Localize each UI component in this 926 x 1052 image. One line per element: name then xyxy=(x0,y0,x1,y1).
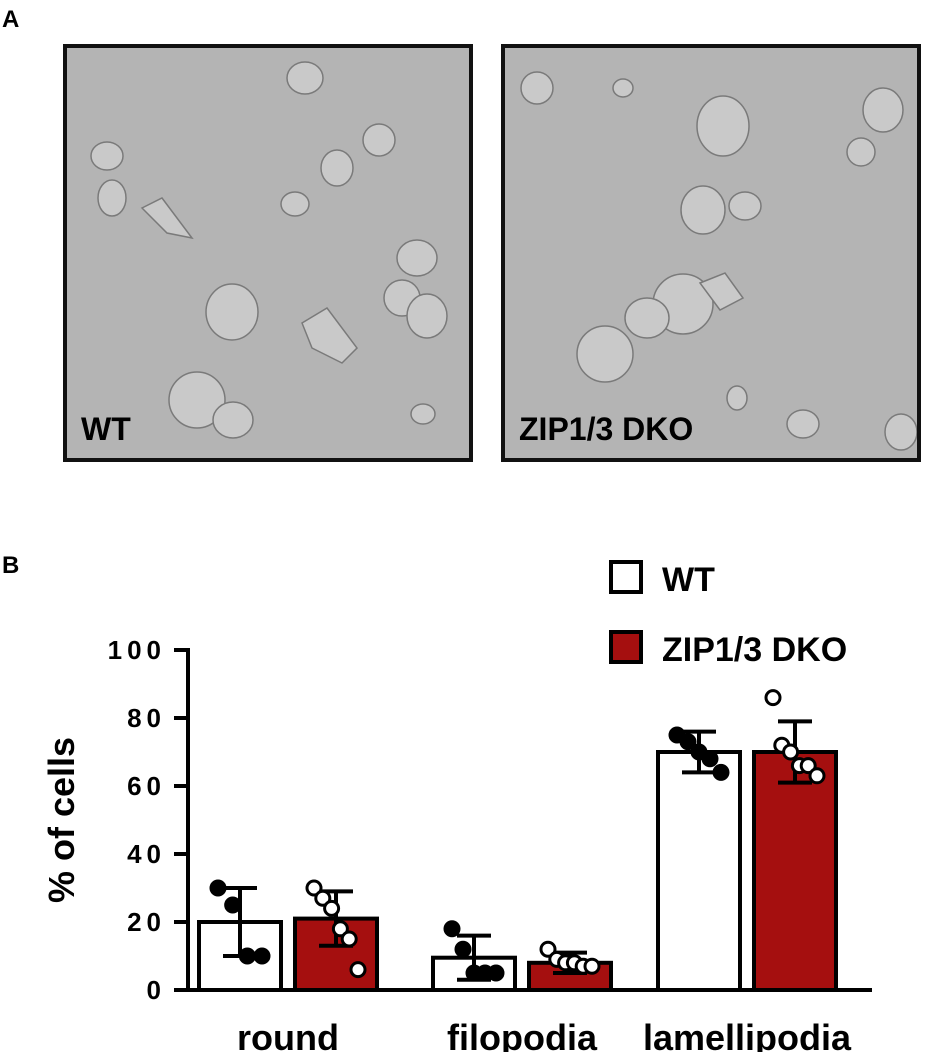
data-point xyxy=(782,743,800,761)
bar xyxy=(656,750,742,992)
y-tick-label: 20 xyxy=(127,907,166,937)
data-point xyxy=(583,957,601,975)
micrograph-wt: WT xyxy=(63,44,473,462)
data-point xyxy=(764,689,782,707)
category-label: lamellipodia xyxy=(643,1017,852,1052)
y-tick-label: 0 xyxy=(147,975,166,1005)
data-point xyxy=(443,920,461,938)
data-point xyxy=(712,763,730,781)
y-tick-label: 80 xyxy=(127,703,166,733)
data-point xyxy=(238,947,256,965)
data-point xyxy=(349,961,367,979)
data-point xyxy=(340,930,358,948)
data-point xyxy=(305,879,323,897)
data-point xyxy=(799,757,817,775)
data-point xyxy=(209,879,227,897)
legend: WT ZIP1/3 DKO xyxy=(609,560,847,669)
data-point xyxy=(331,920,349,938)
legend-label-dko: ZIP1/3 DKO xyxy=(662,631,847,669)
data-point xyxy=(808,767,826,785)
micrograph-label-dko: ZIP1/3 DKO xyxy=(519,411,694,447)
data-point xyxy=(454,940,472,958)
y-tick-label: 40 xyxy=(127,839,166,869)
data-point xyxy=(487,964,505,982)
data-point xyxy=(701,750,719,768)
legend-swatch-wt xyxy=(609,560,643,594)
cell-image-dko xyxy=(520,71,917,451)
bar-chart: WT ZIP1/3 DKO % of cells 0 20 40 60 80 100 rou… xyxy=(41,560,872,1052)
panel-a-letter: A xyxy=(2,6,20,33)
bar xyxy=(752,750,838,992)
data-point xyxy=(679,733,697,751)
micrograph-label-wt: WT xyxy=(81,411,131,447)
category-label: filopodia xyxy=(447,1017,598,1052)
y-tick-label: 100 xyxy=(108,635,166,665)
data-point xyxy=(314,889,332,907)
y-axis-label: % of cells xyxy=(41,737,82,903)
micrograph-dko: ZIP1/3 DKO xyxy=(501,44,921,462)
legend-label-wt: WT xyxy=(662,561,715,599)
panel-b-letter: B xyxy=(2,552,20,579)
y-tick-label: 60 xyxy=(127,771,166,801)
data-point xyxy=(224,896,242,914)
category-label: round xyxy=(237,1017,339,1052)
data-point xyxy=(253,947,271,965)
data-point xyxy=(539,940,557,958)
data-point xyxy=(323,899,341,917)
legend-swatch-dko xyxy=(609,630,643,664)
cell-image-wt xyxy=(90,61,448,439)
